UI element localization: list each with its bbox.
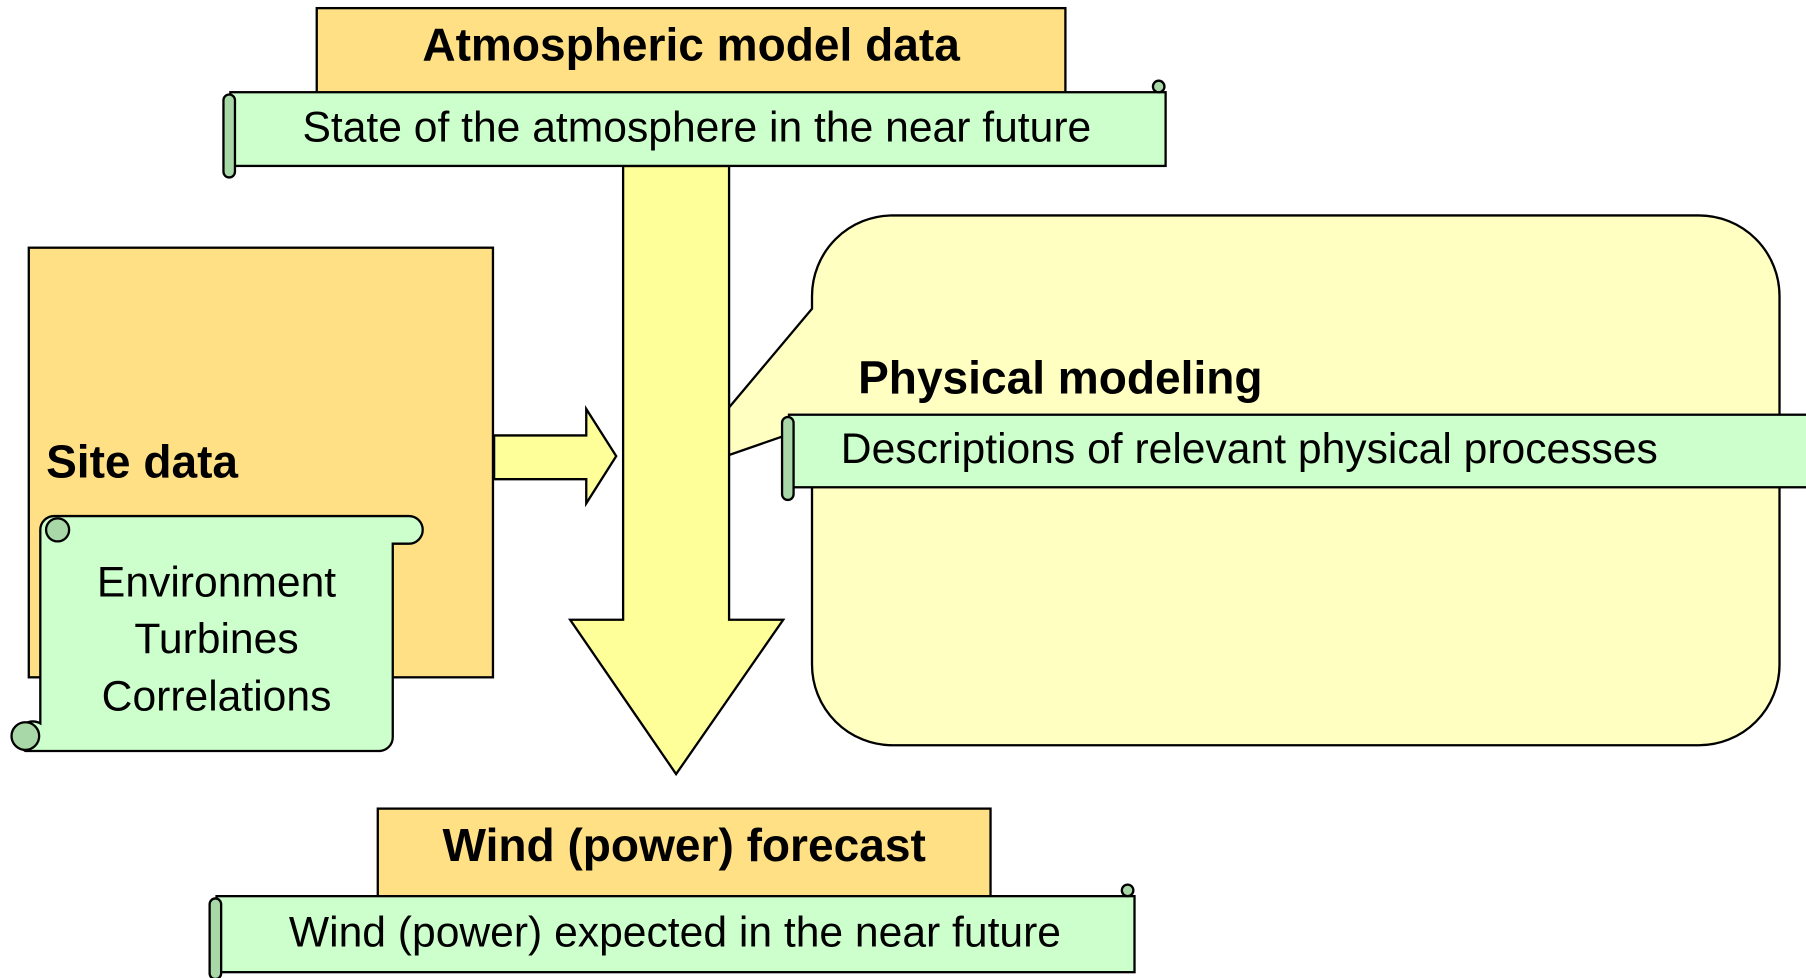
scroll-edge: [780, 415, 795, 502]
node-title: Site data: [46, 436, 238, 488]
scroll-curl: [10, 721, 41, 752]
scroll-curl: [1151, 79, 1166, 94]
scroll: [15, 514, 424, 753]
scroll-curl: [44, 517, 71, 543]
node-description: Descriptions of relevant physical proces…: [841, 425, 1658, 473]
scroll: [215, 895, 1136, 974]
node-title: Physical modeling: [858, 351, 1262, 403]
node-description-line: Turbines: [134, 615, 298, 663]
node-title: Atmospheric model data: [422, 19, 960, 71]
scroll-curl: [1120, 883, 1135, 898]
title-box: [315, 6, 1067, 96]
node-description: State of the atmosphere in the near futu…: [302, 103, 1091, 151]
node-title: Wind (power) forecast: [443, 819, 926, 871]
node-description-line: Environment: [97, 558, 336, 606]
node-description: Wind (power) expected in the near future: [289, 909, 1061, 957]
scroll: [787, 413, 1806, 489]
scroll-edge: [208, 897, 223, 978]
right-arrow: [492, 404, 618, 508]
scroll-edge: [222, 93, 237, 179]
down-arrow: [567, 164, 786, 777]
node-description-line: Correlations: [102, 672, 332, 720]
